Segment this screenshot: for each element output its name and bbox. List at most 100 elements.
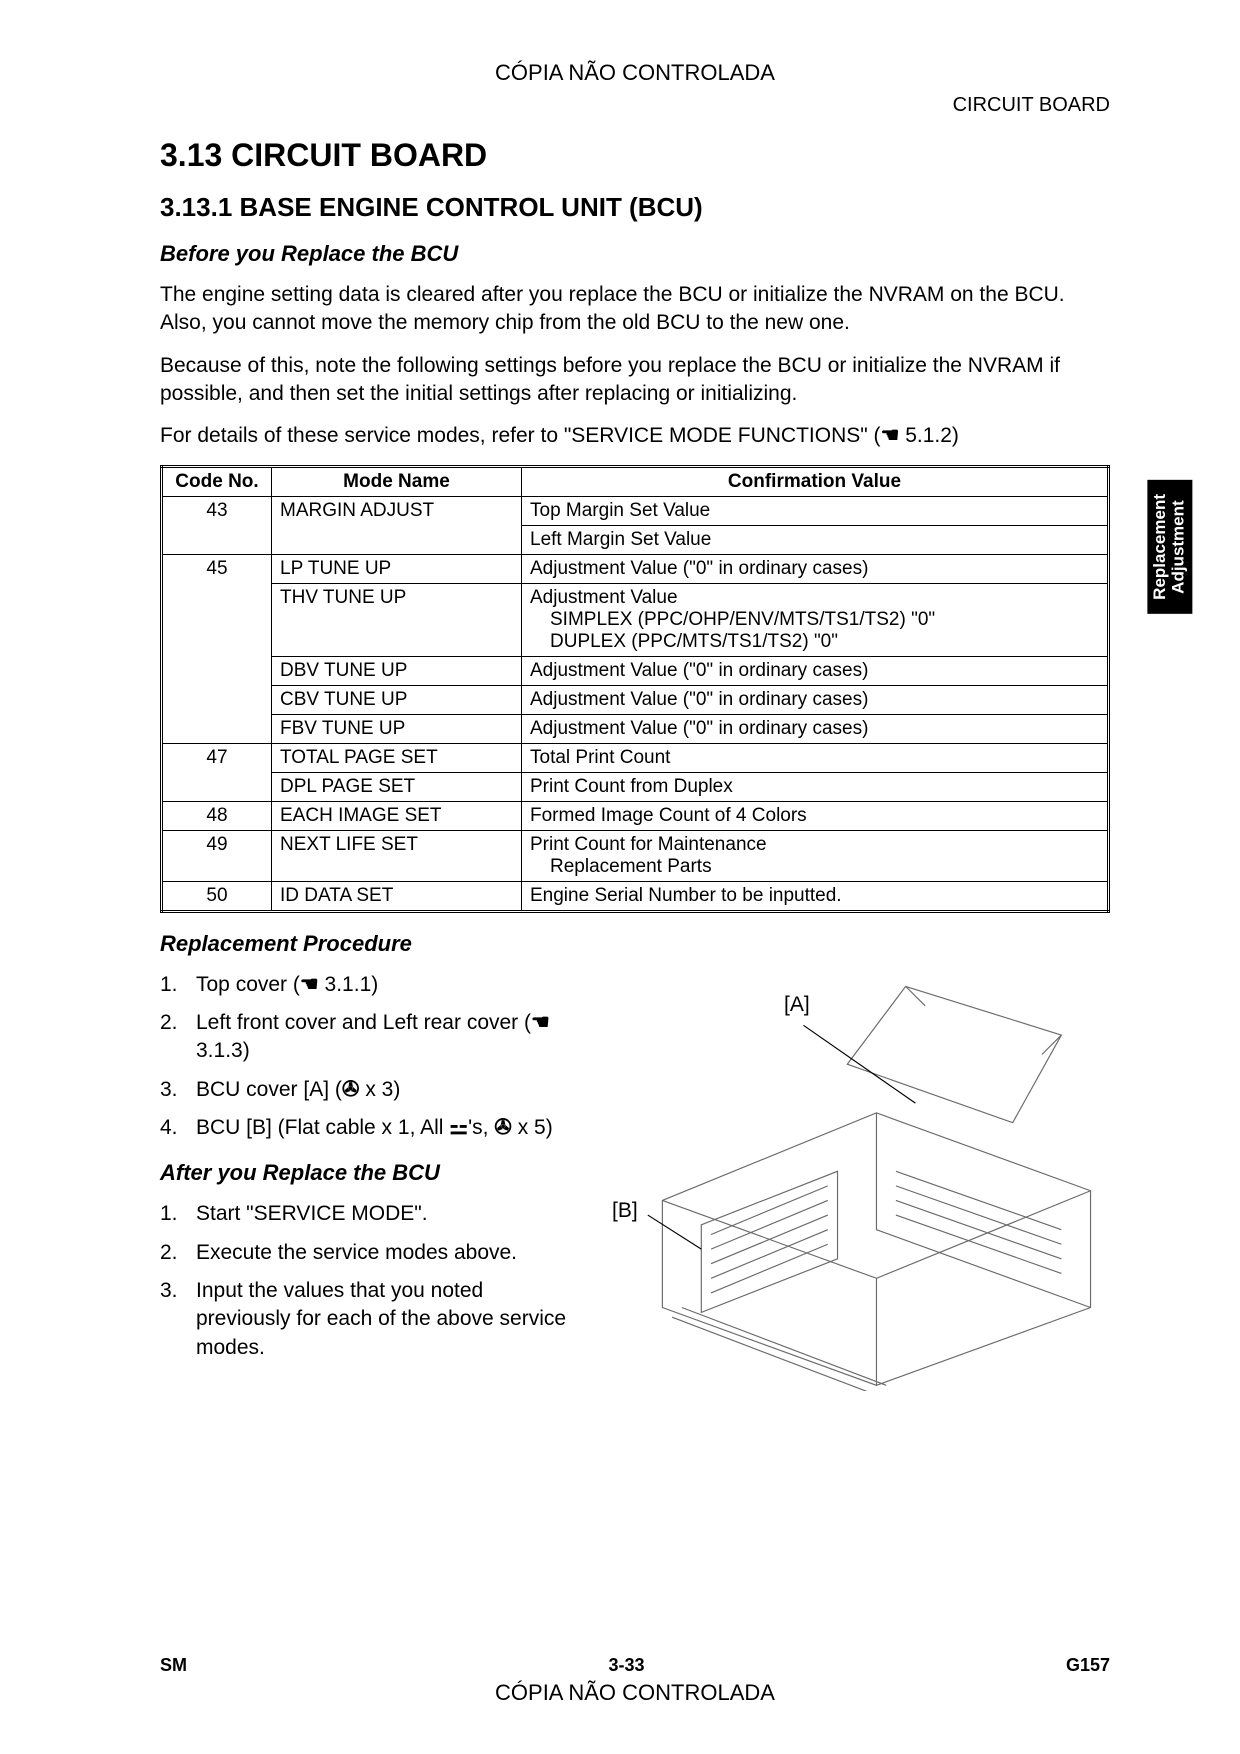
cell-confirm: Left Margin Set Value bbox=[522, 525, 1109, 554]
step-number: 2. bbox=[160, 1239, 178, 1267]
replacement-steps-list: 1. Top cover (☚ 3.1.1) 2. Left front cov… bbox=[160, 971, 580, 1143]
list-item: 3. Input the values that you noted previ… bbox=[160, 1277, 580, 1362]
footer-row: SM 3-33 G157 bbox=[160, 1655, 1110, 1676]
paragraph-3b: 5.1.2) bbox=[899, 424, 959, 447]
side-tab-line2: Adjustment bbox=[1168, 500, 1187, 594]
cell-mode: TOTAL PAGE SET bbox=[272, 743, 522, 772]
cell-mode: NEXT LIFE SET bbox=[272, 830, 522, 881]
table-row: 47 TOTAL PAGE SET Total Print Count bbox=[162, 743, 1109, 772]
step-number: 1. bbox=[160, 1200, 178, 1228]
footer-right: G157 bbox=[1066, 1655, 1110, 1676]
th-code: Code No. bbox=[162, 466, 272, 496]
table-row: 45 LP TUNE UP Adjustment Value ("0" in o… bbox=[162, 554, 1109, 583]
cell-code: 49 bbox=[162, 830, 272, 881]
section-label: CIRCUIT BOARD bbox=[160, 94, 1110, 117]
cell-mode: DBV TUNE UP bbox=[272, 656, 522, 685]
table-row: THV TUNE UP Adjustment Value SIMPLEX (PP… bbox=[162, 583, 1109, 656]
table-row: 50 ID DATA SET Engine Serial Number to b… bbox=[162, 881, 1109, 911]
heading-1: 3.13 CIRCUIT BOARD bbox=[160, 137, 1110, 174]
service-mode-table: Code No. Mode Name Confirmation Value 43… bbox=[160, 465, 1110, 913]
step-text: BCU [B] (Flat cable x 1, All bbox=[196, 1116, 449, 1139]
cell-code: 45 bbox=[162, 554, 272, 743]
after-steps-list: 1. Start "SERVICE MODE". 2. Execute the … bbox=[160, 1200, 580, 1362]
cell-mode: ID DATA SET bbox=[272, 881, 522, 911]
list-item: 1. Top cover (☚ 3.1.1) bbox=[160, 971, 580, 999]
cell-confirm: Adjustment Value ("0" in ordinary cases) bbox=[522, 554, 1109, 583]
connector-icon: ⚍ bbox=[449, 1114, 468, 1142]
pointer-icon: ☚ bbox=[300, 971, 319, 999]
cell-mode: EACH IMAGE SET bbox=[272, 801, 522, 830]
screw-icon: ✇ bbox=[494, 1114, 512, 1142]
paragraph-3a: For details of these service modes, refe… bbox=[160, 424, 881, 447]
screw-icon: ✇ bbox=[342, 1076, 360, 1104]
printer-diagram-svg bbox=[604, 971, 1110, 1391]
diagram-label-b: [B] bbox=[612, 1199, 638, 1223]
side-tab-line1: Replacement bbox=[1150, 494, 1169, 600]
table-header-row: Code No. Mode Name Confirmation Value bbox=[162, 466, 1109, 496]
diagram-column: [A] [B] bbox=[604, 971, 1110, 1391]
cell-confirm: Total Print Count bbox=[522, 743, 1109, 772]
step-text: Top cover ( bbox=[196, 973, 300, 996]
table-row: 48 EACH IMAGE SET Formed Image Count of … bbox=[162, 801, 1109, 830]
th-mode: Mode Name bbox=[272, 466, 522, 496]
paragraph-3: For details of these service modes, refe… bbox=[160, 422, 1110, 450]
step-number: 1. bbox=[160, 971, 178, 999]
cell-confirm: Print Count from Duplex bbox=[522, 772, 1109, 801]
list-item: 2. Left front cover and Left rear cover … bbox=[160, 1009, 580, 1066]
side-tab: Replacement Adjustment bbox=[1147, 480, 1192, 614]
step-text: Input the values that you noted previous… bbox=[196, 1279, 566, 1359]
step-number: 3. bbox=[160, 1277, 178, 1305]
cell-confirm: Formed Image Count of 4 Colors bbox=[522, 801, 1109, 830]
cell-confirm-line: Replacement Parts bbox=[530, 856, 712, 877]
cell-confirm: Adjustment Value SIMPLEX (PPC/OHP/ENV/MT… bbox=[522, 583, 1109, 656]
paragraph-2: Because of this, note the following sett… bbox=[160, 352, 1110, 409]
cell-confirm-line: Adjustment Value bbox=[530, 587, 678, 608]
heading-after-replace: After you Replace the BCU bbox=[160, 1160, 580, 1186]
watermark-header: CÓPIA NÃO CONTROLADA bbox=[160, 60, 1110, 86]
cell-mode: THV TUNE UP bbox=[272, 583, 522, 656]
footer-left: SM bbox=[160, 1655, 187, 1676]
lower-section: 1. Top cover (☚ 3.1.1) 2. Left front cov… bbox=[160, 971, 1110, 1391]
cell-code: 43 bbox=[162, 496, 272, 554]
cell-confirm-line: DUPLEX (PPC/MTS/TS1/TS2) "0" bbox=[530, 631, 838, 652]
paragraph-1: The engine setting data is cleared after… bbox=[160, 281, 1110, 338]
cell-confirm: Adjustment Value ("0" in ordinary cases) bbox=[522, 685, 1109, 714]
diagram-label-a: [A] bbox=[784, 993, 810, 1017]
step-text: x 5) bbox=[512, 1116, 553, 1139]
procedure-column: 1. Top cover (☚ 3.1.1) 2. Left front cov… bbox=[160, 971, 580, 1391]
table-row: DPL PAGE SET Print Count from Duplex bbox=[162, 772, 1109, 801]
page-footer: SM 3-33 G157 CÓPIA NÃO CONTROLADA bbox=[160, 1655, 1110, 1706]
footer-watermark: CÓPIA NÃO CONTROLADA bbox=[160, 1680, 1110, 1706]
heading-2: 3.13.1 BASE ENGINE CONTROL UNIT (BCU) bbox=[160, 192, 1110, 223]
table-row: FBV TUNE UP Adjustment Value ("0" in ord… bbox=[162, 714, 1109, 743]
step-text: x 3) bbox=[359, 1078, 400, 1101]
step-number: 2. bbox=[160, 1009, 178, 1037]
step-text: 's, bbox=[468, 1116, 494, 1139]
cell-mode: CBV TUNE UP bbox=[272, 685, 522, 714]
list-item: 1. Start "SERVICE MODE". bbox=[160, 1200, 580, 1228]
step-text: Execute the service modes above. bbox=[196, 1241, 517, 1264]
step-number: 4. bbox=[160, 1114, 178, 1142]
cell-mode: FBV TUNE UP bbox=[272, 714, 522, 743]
page-container: CÓPIA NÃO CONTROLADA CIRCUIT BOARD 3.13 … bbox=[0, 0, 1240, 1754]
cell-code: 50 bbox=[162, 881, 272, 911]
th-confirm: Confirmation Value bbox=[522, 466, 1109, 496]
cell-code: 48 bbox=[162, 801, 272, 830]
heading-before-replace: Before you Replace the BCU bbox=[160, 241, 1110, 267]
cell-code: 47 bbox=[162, 743, 272, 801]
pointer-icon: ☚ bbox=[881, 422, 900, 450]
cell-confirm: Adjustment Value ("0" in ordinary cases) bbox=[522, 714, 1109, 743]
list-item: 2. Execute the service modes above. bbox=[160, 1239, 580, 1267]
cell-mode: DPL PAGE SET bbox=[272, 772, 522, 801]
printer-diagram: [A] [B] bbox=[604, 971, 1110, 1391]
step-text: Left front cover and Left rear cover ( bbox=[196, 1011, 531, 1034]
table-row: CBV TUNE UP Adjustment Value ("0" in ord… bbox=[162, 685, 1109, 714]
cell-mode: LP TUNE UP bbox=[272, 554, 522, 583]
step-number: 3. bbox=[160, 1076, 178, 1104]
cell-confirm: Engine Serial Number to be inputted. bbox=[522, 881, 1109, 911]
list-item: 4. BCU [B] (Flat cable x 1, All ⚍'s, ✇ x… bbox=[160, 1114, 580, 1142]
cell-confirm: Print Count for Maintenance Replacement … bbox=[522, 830, 1109, 881]
cell-confirm-line: Print Count for Maintenance bbox=[530, 834, 767, 855]
table-row: 49 NEXT LIFE SET Print Count for Mainten… bbox=[162, 830, 1109, 881]
step-text: 3.1.1) bbox=[319, 973, 379, 996]
